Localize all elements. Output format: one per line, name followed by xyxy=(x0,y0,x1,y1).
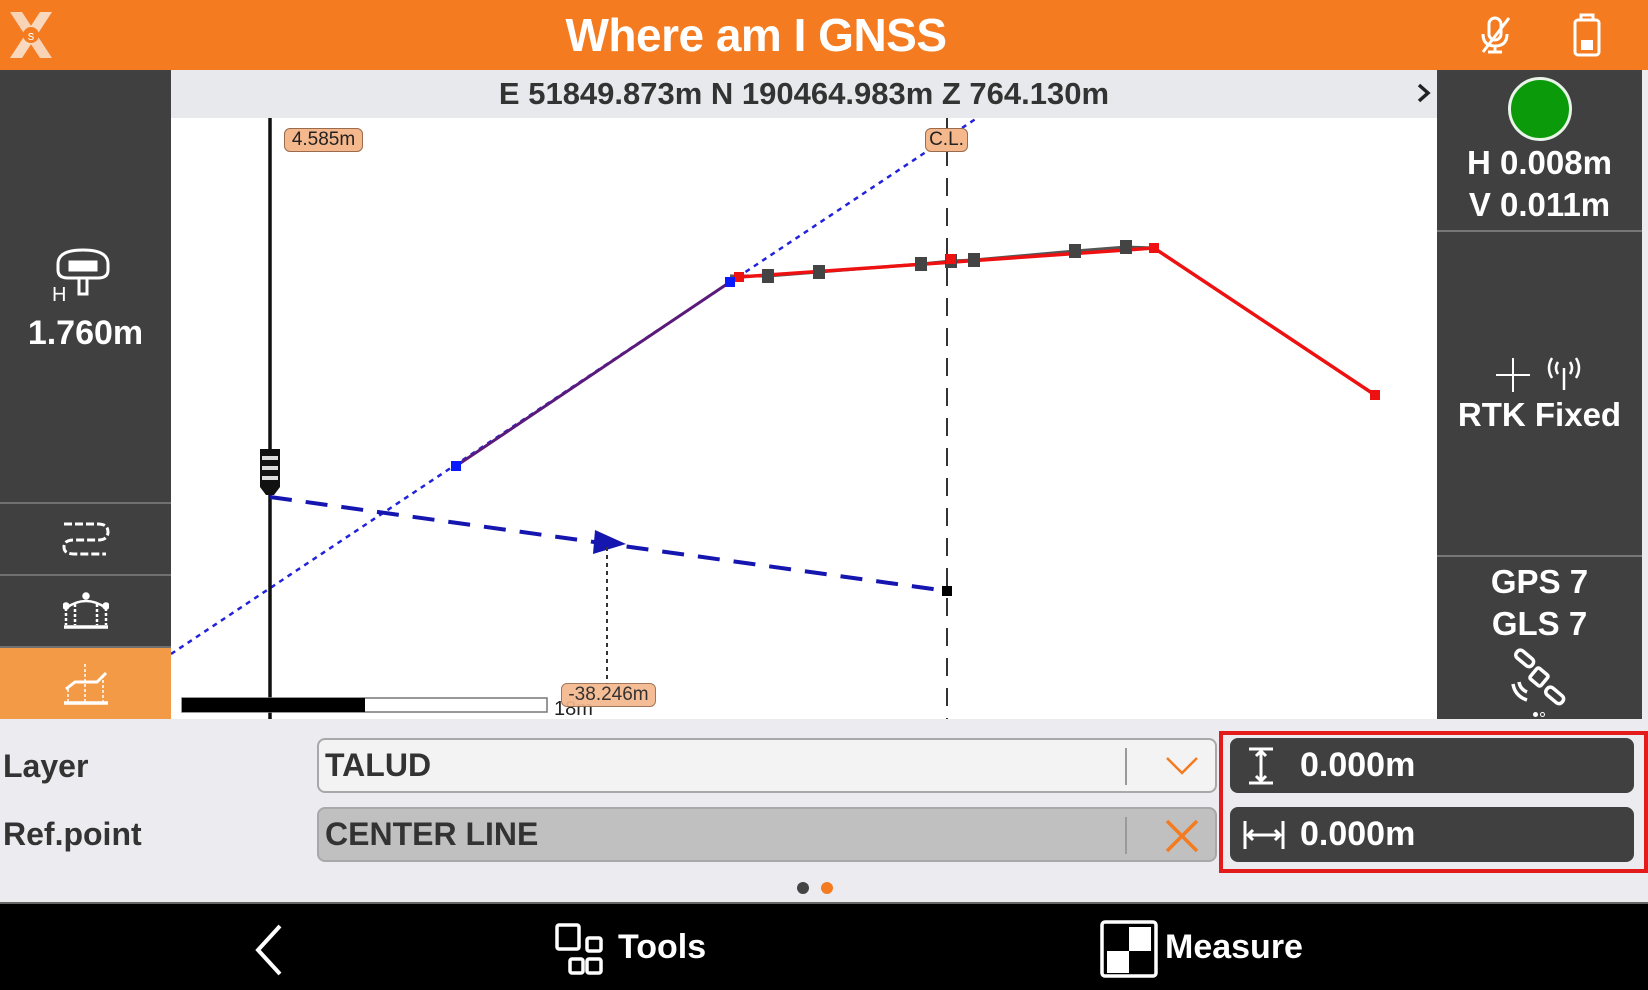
right-panel: H 0.008m V 0.011m RTK Fixed GPS 7 GLS 7 xyxy=(1437,70,1642,719)
highlight-box xyxy=(1219,731,1648,873)
vertical-offset-value: 0.000m xyxy=(1300,746,1416,784)
ref-point-value: CENTER LINE xyxy=(325,816,539,852)
offset-label: -38.246m xyxy=(561,683,656,707)
page-indicator-dot-active[interactable] xyxy=(821,882,833,894)
alignment-view-button[interactable] xyxy=(0,502,171,574)
page-indicator-dot[interactable] xyxy=(797,882,809,894)
measure-icon xyxy=(1100,920,1158,978)
fix-status-text: RTK Fixed xyxy=(1457,396,1622,433)
divider xyxy=(1125,748,1127,785)
tools-label: Tools xyxy=(618,928,707,966)
measure-label: Measure xyxy=(1165,928,1303,966)
mic-muted-icon[interactable] xyxy=(1475,14,1517,56)
direction-arrow-icon xyxy=(593,530,626,554)
receiver-height-icon[interactable] xyxy=(52,242,114,302)
bottom-nav: Tools Measure xyxy=(0,902,1648,990)
pole-height-label: 4.585m xyxy=(284,128,363,152)
vertical-offset-button[interactable]: 0.000m xyxy=(1230,738,1634,793)
vertex-red xyxy=(1149,243,1159,253)
antenna-height-label: H xyxy=(52,284,67,306)
vertex-red xyxy=(1370,390,1380,400)
vertex-blue xyxy=(451,461,461,471)
coordinates-bar[interactable]: E 51849.873m N 190464.983m Z 764.130m xyxy=(171,70,1437,118)
current-coordinates: E 51849.873m N 190464.983m Z 764.130m xyxy=(498,76,1110,111)
app-header: s Where am I GNSS xyxy=(0,0,1648,70)
measure-button[interactable]: Measure xyxy=(1098,920,1318,978)
vertex-red xyxy=(946,254,956,264)
ref-point-field[interactable]: CENTER LINE xyxy=(317,807,1217,862)
vertical-distance-icon xyxy=(1249,747,1273,785)
radio-signal-icon xyxy=(1547,357,1581,390)
divider xyxy=(1437,230,1642,232)
cross-section-icon xyxy=(62,592,109,629)
scale-bar-filled xyxy=(182,698,365,712)
left-panel: H 1.760m xyxy=(0,70,171,719)
target-point xyxy=(942,586,952,596)
clear-icon[interactable] xyxy=(1164,818,1200,854)
cross-section-view-button[interactable] xyxy=(0,574,171,646)
profile-view-canvas[interactable]: 4.585m C.L. 18m -38.246m xyxy=(171,118,1437,719)
tools-button[interactable]: Tools xyxy=(550,922,710,976)
vertex-red xyxy=(734,272,744,282)
layer-select[interactable]: TALUD xyxy=(317,738,1217,793)
layer-value: TALUD xyxy=(325,747,432,783)
pole-prism-icon xyxy=(260,449,280,495)
svg-text:s: s xyxy=(28,28,35,43)
layer-label: Layer xyxy=(3,748,89,784)
chevron-down-icon[interactable] xyxy=(1165,756,1199,776)
design-profile-slope xyxy=(455,280,731,468)
divider xyxy=(1125,817,1127,854)
gps-count: GPS 7 xyxy=(1490,563,1589,600)
battery-icon[interactable] xyxy=(1570,12,1604,58)
horizontal-offset-value: 0.000m xyxy=(1300,815,1416,853)
ref-point-label: Ref.point xyxy=(3,816,142,852)
horizontal-offset-button[interactable]: 0.000m xyxy=(1230,807,1634,862)
precision-v: V 0.011m xyxy=(1468,186,1611,223)
horizontal-distance-icon xyxy=(1243,821,1285,849)
precision-h: H 0.008m xyxy=(1467,144,1612,181)
back-button[interactable] xyxy=(252,924,286,976)
tools-icon xyxy=(555,923,603,975)
page-title: Where am I GNSS xyxy=(565,9,947,61)
divider xyxy=(1437,555,1642,557)
profile-view-button[interactable] xyxy=(0,646,171,719)
glonass-count: GLS 7 xyxy=(1491,605,1588,642)
satellite-icon[interactable] xyxy=(1507,648,1573,710)
fix-status-indicator xyxy=(1508,77,1572,141)
centerline-label: C.L. xyxy=(925,128,968,152)
terrain-profile-red xyxy=(738,246,1376,397)
app-logo-icon[interactable]: s xyxy=(8,10,54,60)
page-dot xyxy=(1533,712,1538,717)
vertex-blue xyxy=(725,277,735,287)
alignment-icon xyxy=(61,522,110,556)
profile-icon xyxy=(63,663,108,705)
crosshair-icon xyxy=(1496,358,1530,392)
antenna-height-value[interactable]: 1.760m xyxy=(27,314,144,352)
chevron-right-icon[interactable] xyxy=(1416,82,1432,104)
page-dot xyxy=(1540,712,1545,717)
